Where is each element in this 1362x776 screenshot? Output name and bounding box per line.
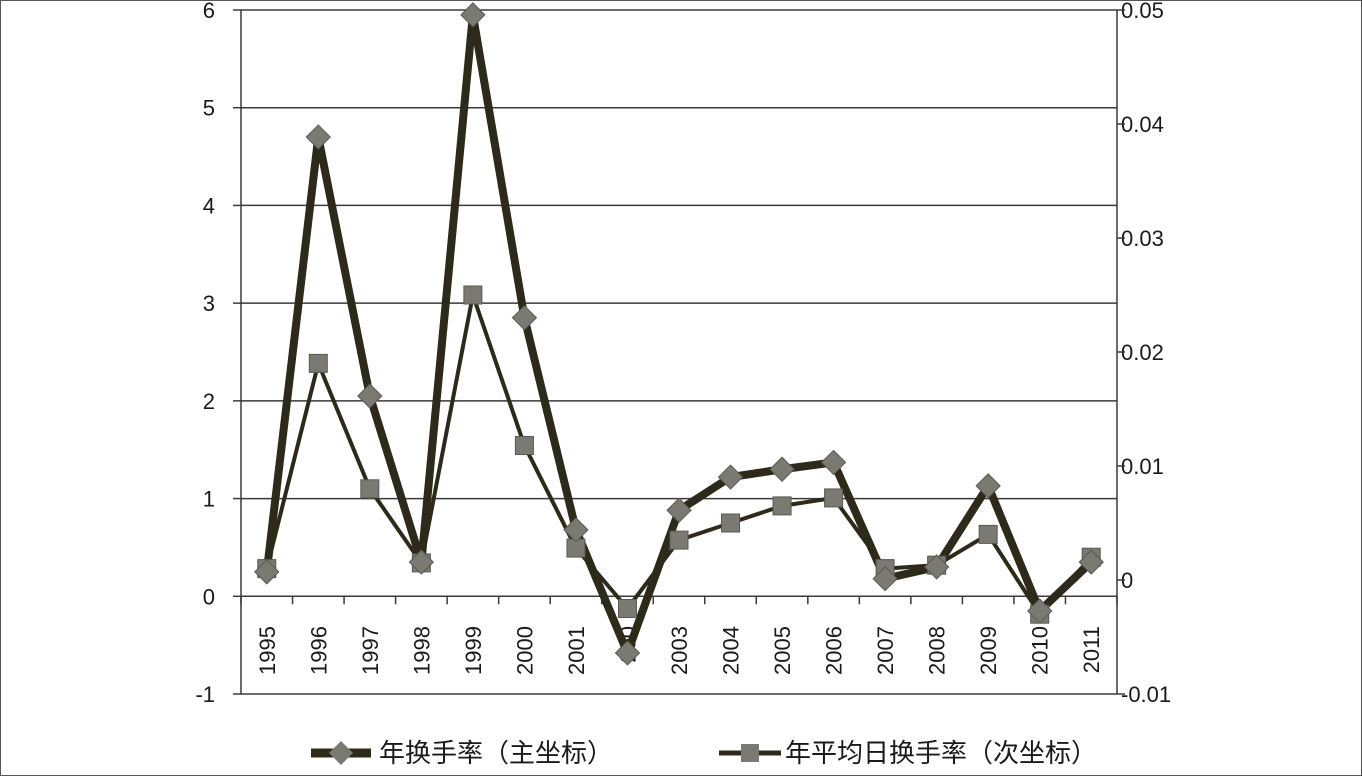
x-tick-label: 1997 xyxy=(358,626,383,675)
right-tick-label: 0.02 xyxy=(1121,340,1164,365)
legend-diamond-marker xyxy=(329,741,353,765)
square-marker xyxy=(978,524,998,544)
left-tick-label: 2 xyxy=(203,389,215,414)
x-tick-label: 2008 xyxy=(925,626,950,675)
square-marker xyxy=(617,599,637,618)
x-tick-label: 2003 xyxy=(667,626,692,675)
diamond-marker xyxy=(717,464,744,490)
diamond-marker xyxy=(357,383,383,409)
right-tick-label: -0.01 xyxy=(1121,682,1171,707)
square-marker xyxy=(772,496,792,516)
x-tick-label: 2005 xyxy=(770,626,795,675)
x-tick-label: 1998 xyxy=(409,626,434,675)
x-tick-label: 2006 xyxy=(822,626,847,675)
diamond-marker xyxy=(408,549,435,575)
x-tick-label: 2007 xyxy=(873,626,898,675)
diamond-marker xyxy=(254,559,280,585)
legend-entry-daily-turnover: 年平均日换手率（次坐标） xyxy=(719,739,1097,769)
diamond-marker xyxy=(511,305,538,331)
square-marker xyxy=(514,435,534,455)
left-tick-label: 4 xyxy=(203,193,215,218)
diamond-marker xyxy=(1078,549,1104,575)
x-tick-label: 1995 xyxy=(255,626,280,675)
diamond-marker xyxy=(305,124,332,150)
x-tick-label: 1996 xyxy=(306,626,331,675)
right-tick-label: 0.03 xyxy=(1121,226,1164,251)
diamond-marker xyxy=(563,517,589,543)
left-axis-ticks: -1 0 1 2 3 4 5 6 xyxy=(195,1,241,707)
square-marker xyxy=(824,488,844,508)
left-tick-label: 0 xyxy=(203,584,215,609)
right-tick-label: 0.01 xyxy=(1121,454,1164,479)
x-tick-label: 2011 xyxy=(1079,626,1104,673)
series-line-annual-turnover xyxy=(262,10,1094,657)
right-axis-ticks: -0.01 0 0.01 0.02 0.03 0.04 0.05 xyxy=(1117,1,1171,707)
right-tick-label: 0 xyxy=(1121,568,1133,593)
diamond-marker xyxy=(820,449,847,476)
diamond-marker xyxy=(666,497,692,524)
left-tick-label: 1 xyxy=(203,487,215,512)
diamond-marker xyxy=(769,456,795,482)
square-marker xyxy=(721,513,741,533)
legend: 年换手率（主坐标） 年平均日换手率（次坐标） xyxy=(311,739,1097,769)
right-tick-label: 0.05 xyxy=(1121,1,1164,23)
square-marker xyxy=(308,353,328,373)
axes xyxy=(240,10,1118,695)
diamond-marker xyxy=(923,554,950,580)
x-tick-label: 1999 xyxy=(461,626,486,675)
left-tick-label: -1 xyxy=(195,682,215,707)
x-axis-ticks: 1995199619971998199920002001200200320042… xyxy=(240,596,1118,675)
legend-label-daily: 年平均日换手率（次坐标） xyxy=(785,739,1097,769)
square-marker xyxy=(669,530,689,550)
left-tick-label: 5 xyxy=(203,96,215,121)
series-markers xyxy=(254,2,1104,666)
diamond-marker xyxy=(975,473,1001,499)
right-tick-label: 0.04 xyxy=(1121,112,1164,137)
diamond-marker xyxy=(872,565,898,592)
legend-label-annual: 年换手率（主坐标） xyxy=(379,739,613,769)
square-marker xyxy=(463,285,483,305)
x-tick-label: 2009 xyxy=(976,626,1001,675)
left-tick-label: 3 xyxy=(203,291,215,316)
diamond-marker xyxy=(614,640,641,666)
gridlines xyxy=(241,9,1117,500)
left-tick-label: 6 xyxy=(203,1,215,23)
x-tick-label: 2004 xyxy=(719,626,744,675)
diamond-marker xyxy=(1026,598,1053,624)
x-tick-label: 2001 xyxy=(564,626,589,675)
legend-square-marker xyxy=(741,744,759,762)
legend-entry-annual-turnover: 年换手率（主坐标） xyxy=(311,739,613,769)
square-marker xyxy=(360,479,380,499)
series-lines xyxy=(262,10,1094,657)
x-tick-label: 2010 xyxy=(1028,626,1053,675)
diamond-marker xyxy=(460,2,486,28)
x-tick-label: 2000 xyxy=(512,626,537,675)
